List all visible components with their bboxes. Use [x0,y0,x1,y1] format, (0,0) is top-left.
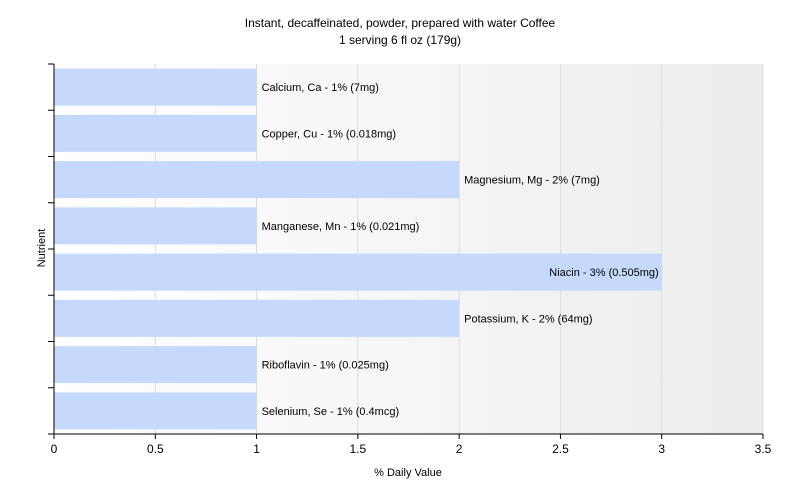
bars: Calcium, Ca - 1% (7mg) Copper, Cu - 1% (0… [54,68,662,430]
x-tick-label: 3 [658,442,665,456]
bar [54,207,257,245]
bar-label: Calcium, Ca - 1% (7mg) [262,82,379,94]
bar-label: Niacin - 3% (0.505mg) [549,267,658,279]
chart-subtitle: 1 serving 6 fl oz (179g) [339,33,461,47]
y-axis-label: Nutrient [36,229,48,268]
x-tick-label: 0 [51,442,58,456]
chart-title: Instant, decaffeinated, powder, prepared… [245,16,556,30]
x-tick-label: 1.5 [350,442,367,456]
bar [54,68,257,106]
bar-label: Riboflavin - 1% (0.025mg) [262,360,389,372]
bar [54,392,257,430]
bar [54,114,257,152]
bar-label: Magnesium, Mg - 2% (7mg) [464,175,600,187]
x-tick-label: 0.5 [147,442,164,456]
x-axis-label: % Daily Value [374,467,442,479]
bar-label: Potassium, K - 2% (64mg) [464,313,592,325]
bar-label: Manganese, Mn - 1% (0.021mg) [262,221,420,233]
axes: 0 0.5 1 1.5 2 2.5 3 3.5 [48,63,772,456]
bar [54,346,257,384]
x-tick-label: 2.5 [552,442,569,456]
x-tick-label: 1 [253,442,260,456]
bar-label: Copper, Cu - 1% (0.018mg) [262,128,397,140]
bar [54,253,662,291]
x-tick-label: 2 [456,442,463,456]
bar-label: Selenium, Se - 1% (0.4mcg) [262,406,400,418]
x-tick-label: 3.5 [755,442,772,456]
bar [54,299,460,337]
bar [54,161,460,199]
